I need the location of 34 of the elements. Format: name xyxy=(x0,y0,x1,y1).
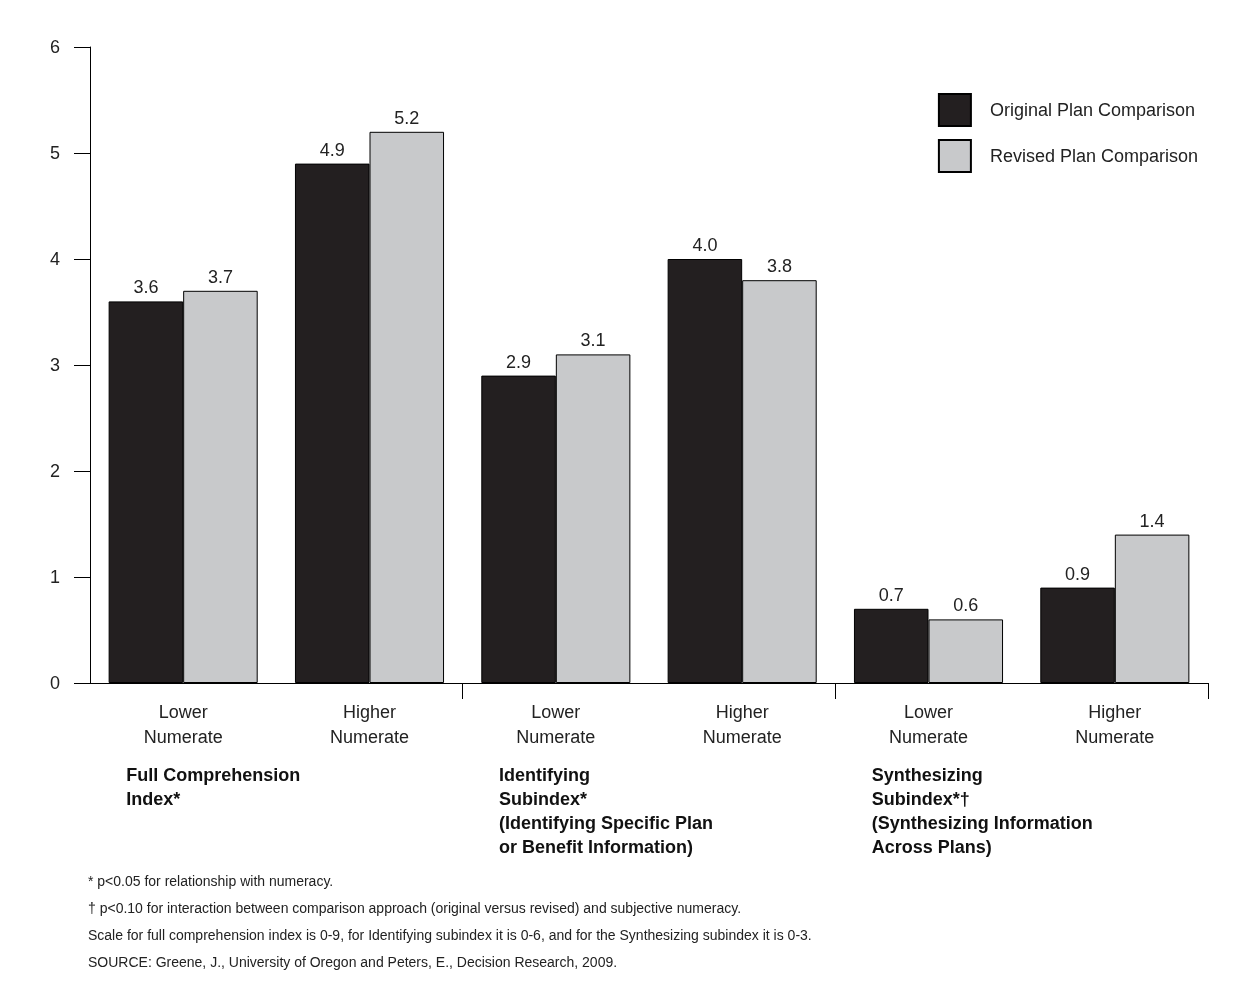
legend-label: Original Plan Comparison xyxy=(989,100,1195,120)
text: 0.9 xyxy=(1065,563,1091,584)
x-tick-label: Higher Numerate xyxy=(1075,701,1155,747)
y-tick-label: 5 xyxy=(49,143,60,163)
text: Scale for full comprehension index is 0-9, for Identifying subindex it is 0-6, and for the Synthesizing subindex it is 0-3. xyxy=(88,927,812,943)
text: 2.9 xyxy=(506,351,532,372)
x-tick-label: Higher Numerate xyxy=(702,701,782,747)
text: 0.7 xyxy=(878,584,904,605)
source-note: SOURCE: Greene, J., University of Oregon and Peters, E., Decision Research, 2009. xyxy=(88,954,618,970)
text: 1.4 xyxy=(1139,510,1165,531)
text: 4.0 xyxy=(692,235,718,255)
text: 3.8 xyxy=(766,256,792,277)
x-tick-label: Lower Numerate xyxy=(143,701,223,747)
y-tick-label: 0 xyxy=(49,673,60,693)
legend-label: Revised Plan Comparison xyxy=(989,146,1199,166)
text: 3.1 xyxy=(580,330,606,351)
text: Identifying Subindex* (Identifying Specific Plan or Benefit Information) xyxy=(499,765,714,857)
y-tick-label: 2 xyxy=(49,461,60,481)
text: 3.6 xyxy=(133,277,159,298)
x-tick-label: Lower Numerate xyxy=(888,701,969,747)
y-tick-label: 4 xyxy=(49,249,60,269)
text: 4.9 xyxy=(319,139,345,160)
text: Synthesizing Subindex*† (Synthesizing Information Across Plans) xyxy=(871,765,1093,857)
x-tick-label: Lower Numerate xyxy=(516,701,596,747)
y-tick-label: 1 xyxy=(49,567,60,587)
text: Full Comprehension Index* xyxy=(126,765,301,809)
text: 5.2 xyxy=(394,107,420,128)
text: * p<0.05 for relationship with numeracy. xyxy=(88,873,334,889)
text: 3.7 xyxy=(207,266,233,287)
x-tick-label: Higher Numerate xyxy=(329,701,410,747)
text: 0.6 xyxy=(953,595,979,616)
text: † p<0.10 for interaction between comparison approach (original versus revised) and subjective numeracy. xyxy=(88,900,742,916)
y-tick-label: 6 xyxy=(49,37,60,57)
y-tick-label: 3 xyxy=(49,355,60,375)
